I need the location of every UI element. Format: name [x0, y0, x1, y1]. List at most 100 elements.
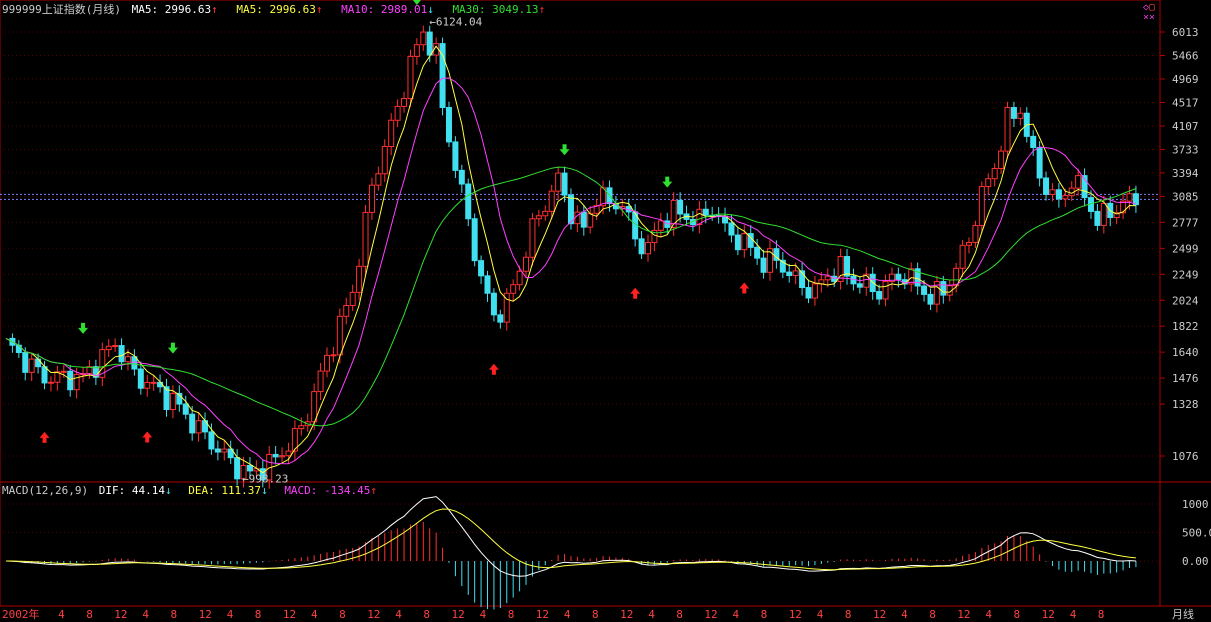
price-tick-label: 1640	[1172, 346, 1199, 359]
x-tick-label: 8	[1014, 608, 1021, 621]
candle-body	[22, 352, 29, 373]
candle-body	[895, 273, 902, 281]
x-tick-label: 12	[283, 608, 296, 621]
candle-body	[1120, 200, 1127, 214]
price-tick-label: 6013	[1172, 26, 1199, 39]
down-arrow-icon: ↓	[261, 484, 268, 497]
sell-signal-icon	[167, 342, 178, 354]
candle-body	[1004, 107, 1011, 152]
candle-body	[914, 268, 921, 287]
candle-body	[1113, 212, 1120, 218]
down-arrow-icon: ↓	[427, 3, 434, 16]
symbol-code: 999999	[2, 3, 42, 16]
x-tick-label: 12	[957, 608, 970, 621]
price-tick-label: 2499	[1172, 242, 1199, 255]
x-tick-label: 8	[339, 608, 346, 621]
candle-body	[510, 284, 517, 294]
candle-body	[1100, 202, 1107, 226]
candle-body	[1017, 112, 1024, 119]
candle-body	[863, 273, 870, 288]
x-tick-label: 8	[1098, 608, 1105, 621]
price-tick-label: 1328	[1172, 398, 1199, 411]
candle-body	[805, 287, 812, 299]
ma30-value: MA30: 3049.13	[452, 3, 539, 16]
candle-body	[657, 220, 664, 231]
candle-body	[561, 172, 568, 196]
candle-body	[285, 450, 292, 457]
candle-body	[645, 242, 651, 255]
candle-body	[542, 210, 549, 217]
candle-body	[195, 420, 202, 434]
price-tick-label: 1476	[1172, 372, 1199, 385]
candle-body	[484, 275, 491, 294]
x-tick-label: 8	[929, 608, 936, 621]
x-tick-label: 4	[648, 608, 655, 621]
candle-body	[824, 275, 831, 281]
candle-body	[317, 370, 324, 393]
candle-body	[169, 392, 176, 411]
candle-body	[799, 270, 806, 289]
candle-body	[535, 215, 542, 220]
maximize-icon[interactable]: ▢	[1148, 2, 1155, 13]
candle-body	[940, 281, 947, 296]
candle-body	[766, 248, 773, 273]
restore-icon[interactable]: ◇	[1142, 2, 1149, 13]
price-tick-label: 4107	[1172, 120, 1199, 133]
x-tick-label: 12	[620, 608, 633, 621]
x-tick-label: 12	[873, 608, 886, 621]
candle-body	[381, 145, 388, 175]
x-tick-label: 12	[1042, 608, 1055, 621]
candle-body	[670, 199, 677, 228]
x-tick-label: 8	[676, 608, 683, 621]
candle-body	[189, 413, 196, 434]
candle-body	[246, 464, 253, 472]
plot-frame	[0, 0, 1161, 607]
candle-body	[279, 455, 286, 458]
candle-body	[452, 141, 459, 171]
candle-body	[497, 314, 504, 323]
candle-body	[728, 222, 735, 236]
price-tick-label: 1822	[1172, 320, 1199, 333]
candle-body	[921, 285, 928, 295]
candle-body	[362, 211, 369, 267]
x-tick-label: 8	[86, 608, 93, 621]
price-tick-label: 1076	[1172, 450, 1199, 463]
period-label: 月线	[1172, 607, 1194, 621]
window-controls[interactable]: ◇▢ ××	[1143, 3, 1155, 23]
price-tick-label: 2249	[1172, 268, 1199, 281]
macd-value: MACD: -134.45	[284, 484, 371, 497]
buy-signal-icon	[488, 363, 499, 375]
candle-body	[844, 256, 851, 277]
price-header: 999999上证指数(月线) MA5: 2996.63↑ MA5: 2996.6…	[2, 3, 549, 16]
x-tick-label: 8	[171, 608, 178, 621]
sell-signal-icon	[412, 0, 421, 5]
candle-body	[60, 370, 67, 373]
candle-body	[760, 257, 767, 273]
candle-body	[298, 425, 305, 430]
x-tick-label: 12	[367, 608, 380, 621]
x-tick-label: 4	[985, 608, 992, 621]
candle-body	[856, 283, 863, 288]
candle-body	[407, 55, 414, 100]
candle-body	[349, 291, 356, 306]
candle-body	[163, 386, 170, 411]
close-icon[interactable]: ××	[1142, 12, 1155, 23]
candle-body	[221, 448, 228, 453]
candle-body	[118, 345, 125, 363]
x-tick-label: 8	[423, 608, 430, 621]
candle-body	[240, 464, 247, 480]
price-tick-label: 3085	[1172, 190, 1199, 203]
candle-body	[978, 186, 985, 227]
macd-header: MACD(12,26,9) DIF: 44.14↓ DEA: 111.37↓ M…	[2, 484, 381, 497]
macd-name: MACD(12,26,9)	[2, 484, 89, 497]
candle-body	[150, 381, 157, 384]
x-tick-label: 12	[114, 608, 127, 621]
candle-body	[35, 358, 42, 368]
candle-body	[1081, 175, 1088, 199]
candle-body	[388, 119, 395, 147]
candle-body	[439, 43, 446, 109]
x-tick-label: 4	[58, 608, 65, 621]
candle-body	[702, 208, 709, 216]
dea-line	[6, 508, 1136, 571]
